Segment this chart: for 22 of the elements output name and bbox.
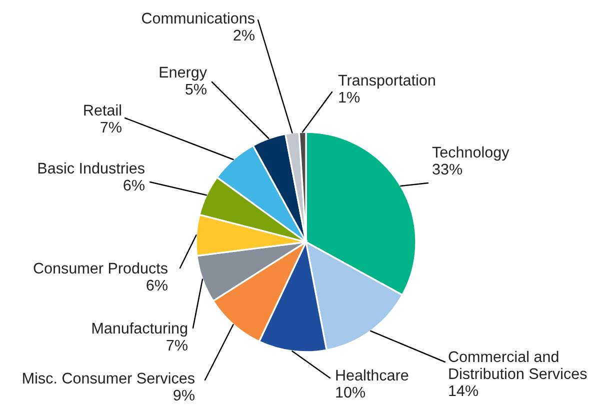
data-label: 7% <box>100 122 122 133</box>
data-label: 5% <box>186 84 206 95</box>
data-label: 7% <box>166 340 188 351</box>
slice-label: Retail <box>84 104 121 116</box>
data-label: 10% <box>336 386 366 398</box>
data-label: 6% <box>146 280 168 291</box>
slice-label: Misc. Consumer Services <box>23 372 194 384</box>
slice-label: Technology <box>432 146 510 161</box>
slice-label: Consumer Products <box>34 262 168 274</box>
slice-label: Commercial and Distribution Services <box>448 350 587 380</box>
slice-label: Energy <box>160 66 207 81</box>
slice-label: Communications <box>142 12 254 24</box>
slice-label: Manufacturing <box>92 322 188 337</box>
slice-label: Healthcare <box>336 369 408 381</box>
data-label: 33% <box>432 164 462 175</box>
data-label: 1% <box>339 92 360 103</box>
slice-label: Transportation <box>338 74 435 89</box>
data-label: 6% <box>124 180 144 191</box>
data-label: 9% <box>174 390 194 401</box>
data-label: 14% <box>449 385 478 396</box>
data-label: 2% <box>234 30 254 41</box>
slice-label: Basic Industries <box>38 162 144 174</box>
